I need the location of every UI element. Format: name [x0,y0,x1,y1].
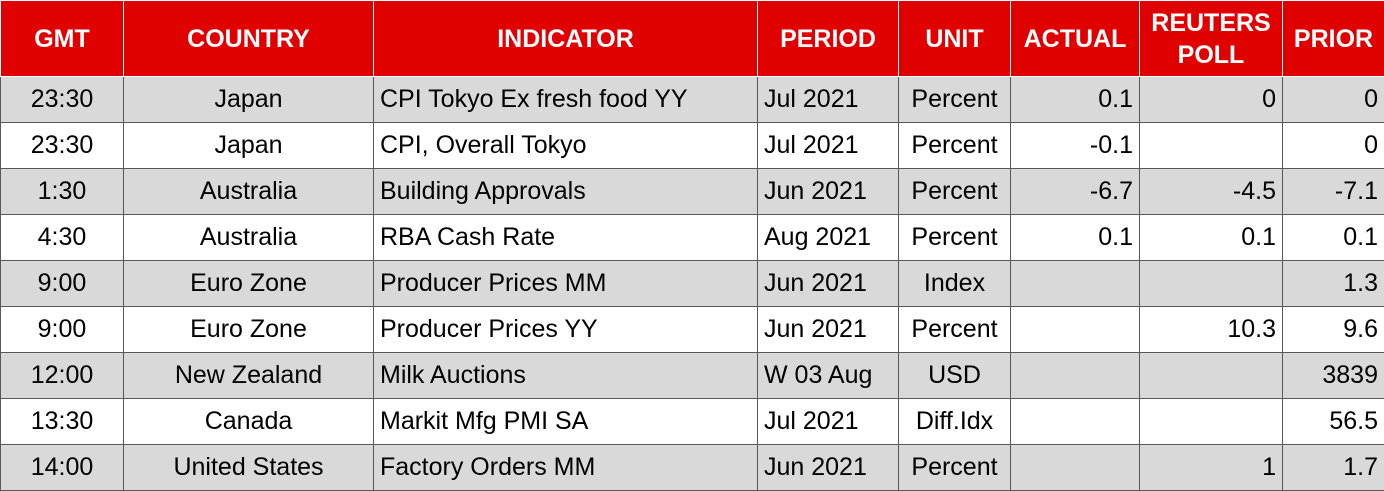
period-cell: W 03 Aug [757,352,899,399]
actual-cell: 0.1 [1010,214,1140,261]
indicator-cell: Markit Mfg PMI SA [373,398,758,445]
indicator-cell: Factory Orders MM [373,444,758,491]
reuters-poll-cell: -4.5 [1139,168,1283,215]
gmt-cell: 9:00 [0,260,124,307]
gmt-cell: 4:30 [0,214,124,261]
table-row: 4:30 Australia RBA Cash Rate Aug 2021 Percen… [0,214,1384,261]
prior-cell: 0 [1282,122,1384,169]
period-cell: Jul 2021 [757,122,899,169]
country-cell: Japan [123,122,374,169]
prior-cell: 9.6 [1282,306,1384,353]
unit-cell: Percent [898,444,1011,491]
prior-cell: -7.1 [1282,168,1384,215]
period-cell: Aug 2021 [757,214,899,261]
unit-cell: Percent [898,214,1011,261]
header-unit: UNIT [898,0,1011,77]
reuters-poll-cell [1139,398,1283,445]
header-row: GMT COUNTRY INDICATOR PERIOD UNIT ACTUAL… [0,0,1384,77]
gmt-cell: 9:00 [0,306,124,353]
country-cell: Euro Zone [123,260,374,307]
indicator-cell: CPI Tokyo Ex fresh food YY [373,76,758,123]
unit-cell: Percent [898,76,1011,123]
unit-cell: Index [898,260,1011,307]
header-period: PERIOD [757,0,899,77]
unit-cell: Percent [898,122,1011,169]
prior-cell: 0.1 [1282,214,1384,261]
table-row: 9:00 Euro Zone Producer Prices MM Jun 2021 I… [0,260,1384,307]
actual-cell [1010,444,1140,491]
gmt-cell: 23:30 [0,122,124,169]
header-indicator: INDICATOR [373,0,758,77]
prior-cell: 1.3 [1282,260,1384,307]
country-cell: New Zealand [123,352,374,399]
table-row: 1:30 Australia Building Approvals Jun 2021 P… [0,168,1384,215]
reuters-poll-cell: 10.3 [1139,306,1283,353]
period-cell: Jun 2021 [757,306,899,353]
country-cell: Australia [123,214,374,261]
period-cell: Jun 2021 [757,444,899,491]
unit-cell: USD [898,352,1011,399]
prior-cell: 1.7 [1282,444,1384,491]
gmt-cell: 12:00 [0,352,124,399]
table-row: 9:00 Euro Zone Producer Prices YY Jun 2021 P… [0,306,1384,353]
reuters-poll-cell [1139,260,1283,307]
table-body: 23:30 Japan CPI Tokyo Ex fresh food YY Jul … [0,76,1384,491]
indicator-cell: Building Approvals [373,168,758,215]
indicator-cell: CPI, Overall Tokyo [373,122,758,169]
table-row: 13:30 Canada Markit Mfg PMI SA Jul 2021 Diff… [0,398,1384,445]
period-cell: Jul 2021 [757,398,899,445]
actual-cell [1010,306,1140,353]
country-cell: United States [123,444,374,491]
reuters-poll-cell: 0 [1139,76,1283,123]
actual-cell: -6.7 [1010,168,1140,215]
prior-cell: 3839 [1282,352,1384,399]
prior-cell: 0 [1282,76,1384,123]
country-cell: Canada [123,398,374,445]
reuters-poll-cell [1139,122,1283,169]
reuters-poll-cell: 0.1 [1139,214,1283,261]
unit-cell: Percent [898,168,1011,215]
header-reuters-poll: REUTERS POLL [1139,0,1283,77]
actual-cell [1010,260,1140,307]
reuters-poll-cell: 1 [1139,444,1283,491]
unit-cell: Percent [898,306,1011,353]
actual-cell: -0.1 [1010,122,1140,169]
gmt-cell: 14:00 [0,444,124,491]
country-cell: Euro Zone [123,306,374,353]
gmt-cell: 1:30 [0,168,124,215]
period-cell: Jun 2021 [757,260,899,307]
indicator-cell: RBA Cash Rate [373,214,758,261]
actual-cell: 0.1 [1010,76,1140,123]
actual-cell [1010,352,1140,399]
period-cell: Jun 2021 [757,168,899,215]
prior-cell: 56.5 [1282,398,1384,445]
header-country: COUNTRY [123,0,374,77]
indicator-cell: Producer Prices MM [373,260,758,307]
indicator-cell: Producer Prices YY [373,306,758,353]
header-gmt: GMT [0,0,124,77]
table-row: 23:30 Japan CPI, Overall Tokyo Jul 2021 Perc… [0,122,1384,169]
unit-cell: Diff.Idx [898,398,1011,445]
table-row: 14:00 United States Factory Orders MM Jun 2… [0,444,1384,491]
country-cell: Australia [123,168,374,215]
header-prior: PRIOR [1282,0,1384,77]
header-actual: ACTUAL [1010,0,1140,77]
period-cell: Jul 2021 [757,76,899,123]
table-row: 23:30 Japan CPI Tokyo Ex fresh food YY Jul … [0,76,1384,123]
actual-cell [1010,398,1140,445]
country-cell: Japan [123,76,374,123]
gmt-cell: 13:30 [0,398,124,445]
gmt-cell: 23:30 [0,76,124,123]
table-row: 12:00 New Zealand Milk Auctions W 03 Aug USD… [0,352,1384,399]
reuters-poll-cell [1139,352,1283,399]
indicator-cell: Milk Auctions [373,352,758,399]
